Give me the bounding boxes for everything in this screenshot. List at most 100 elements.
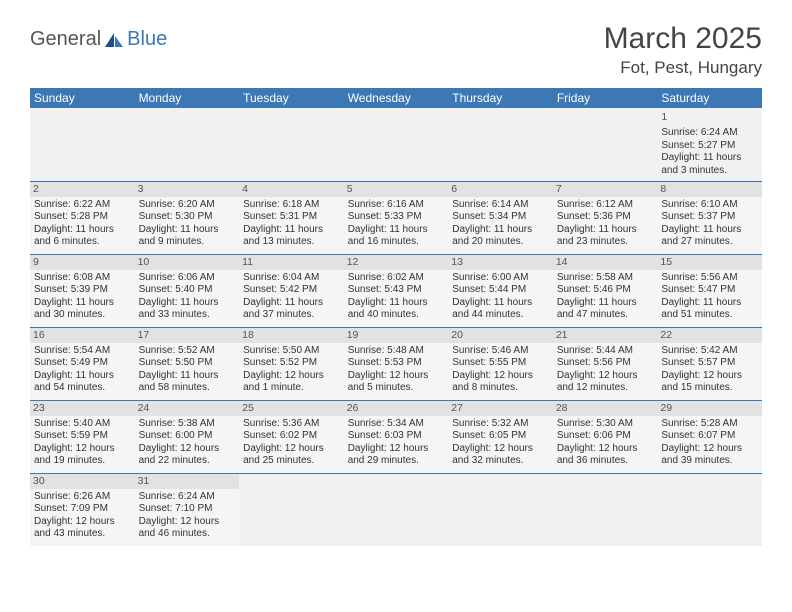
day-number: 28 xyxy=(553,401,658,416)
daylight-text: Daylight: 11 hours and 23 minutes. xyxy=(557,224,654,249)
daylight-text: Daylight: 11 hours and 20 minutes. xyxy=(452,224,549,249)
sunrise-text: Sunrise: 6:16 AM xyxy=(348,199,445,212)
day-number: 13 xyxy=(448,255,553,270)
sunrise-text: Sunrise: 6:12 AM xyxy=(557,199,654,212)
day-number: 7 xyxy=(553,182,658,197)
calendar-week-row: 1Sunrise: 6:24 AMSunset: 5:27 PMDaylight… xyxy=(30,108,762,181)
daylight-text: Daylight: 11 hours and 9 minutes. xyxy=(139,224,236,249)
calendar-day-cell: 17Sunrise: 5:52 AMSunset: 5:50 PMDayligh… xyxy=(135,327,240,400)
sunrise-text: Sunrise: 5:58 AM xyxy=(557,272,654,285)
day-number: 11 xyxy=(239,255,344,270)
sunrise-text: Sunrise: 5:48 AM xyxy=(348,345,445,358)
calendar-day-cell: 13Sunrise: 6:00 AMSunset: 5:44 PMDayligh… xyxy=(448,254,553,327)
daylight-text: Daylight: 12 hours and 8 minutes. xyxy=(452,370,549,395)
calendar-day-cell: 12Sunrise: 6:02 AMSunset: 5:43 PMDayligh… xyxy=(344,254,449,327)
sunset-text: Sunset: 5:47 PM xyxy=(661,284,758,297)
sunset-text: Sunset: 5:49 PM xyxy=(34,357,131,370)
daylight-text: Daylight: 12 hours and 46 minutes. xyxy=(139,516,236,541)
calendar-day-cell: 4Sunrise: 6:18 AMSunset: 5:31 PMDaylight… xyxy=(239,181,344,254)
calendar-empty-cell xyxy=(135,108,240,181)
calendar-day-cell: 19Sunrise: 5:48 AMSunset: 5:53 PMDayligh… xyxy=(344,327,449,400)
calendar-day-cell: 15Sunrise: 5:56 AMSunset: 5:47 PMDayligh… xyxy=(657,254,762,327)
sunset-text: Sunset: 5:56 PM xyxy=(557,357,654,370)
calendar-empty-cell xyxy=(448,473,553,546)
sunrise-text: Sunrise: 6:00 AM xyxy=(452,272,549,285)
calendar-day-cell: 8Sunrise: 6:10 AMSunset: 5:37 PMDaylight… xyxy=(657,181,762,254)
calendar-day-cell: 6Sunrise: 6:14 AMSunset: 5:34 PMDaylight… xyxy=(448,181,553,254)
sunrise-text: Sunrise: 6:18 AM xyxy=(243,199,340,212)
calendar-empty-cell xyxy=(30,108,135,181)
weekday-header: Wednesday xyxy=(344,88,449,108)
daylight-text: Daylight: 11 hours and 13 minutes. xyxy=(243,224,340,249)
daylight-text: Daylight: 12 hours and 5 minutes. xyxy=(348,370,445,395)
calendar-week-row: 23Sunrise: 5:40 AMSunset: 5:59 PMDayligh… xyxy=(30,400,762,473)
day-number: 14 xyxy=(553,255,658,270)
daylight-text: Daylight: 11 hours and 27 minutes. xyxy=(661,224,758,249)
sunrise-text: Sunrise: 5:28 AM xyxy=(661,418,758,431)
daylight-text: Daylight: 11 hours and 16 minutes. xyxy=(348,224,445,249)
day-number: 5 xyxy=(344,182,449,197)
daylight-text: Daylight: 12 hours and 25 minutes. xyxy=(243,443,340,468)
calendar-empty-cell xyxy=(657,473,762,546)
calendar-empty-cell xyxy=(553,473,658,546)
sunset-text: Sunset: 5:46 PM xyxy=(557,284,654,297)
sunrise-text: Sunrise: 6:02 AM xyxy=(348,272,445,285)
daylight-text: Daylight: 12 hours and 12 minutes. xyxy=(557,370,654,395)
sunrise-text: Sunrise: 6:08 AM xyxy=(34,272,131,285)
sunset-text: Sunset: 5:30 PM xyxy=(139,211,236,224)
day-number: 1 xyxy=(661,110,758,125)
calendar-day-cell: 18Sunrise: 5:50 AMSunset: 5:52 PMDayligh… xyxy=(239,327,344,400)
sunrise-text: Sunrise: 5:44 AM xyxy=(557,345,654,358)
daylight-text: Daylight: 11 hours and 37 minutes. xyxy=(243,297,340,322)
day-number: 29 xyxy=(657,401,762,416)
sunset-text: Sunset: 6:00 PM xyxy=(139,430,236,443)
sunset-text: Sunset: 5:53 PM xyxy=(348,357,445,370)
sunrise-text: Sunrise: 6:04 AM xyxy=(243,272,340,285)
calendar-day-cell: 21Sunrise: 5:44 AMSunset: 5:56 PMDayligh… xyxy=(553,327,658,400)
month-title: March 2025 xyxy=(604,22,762,56)
sunset-text: Sunset: 5:28 PM xyxy=(34,211,131,224)
sunset-text: Sunset: 5:31 PM xyxy=(243,211,340,224)
daylight-text: Daylight: 12 hours and 32 minutes. xyxy=(452,443,549,468)
daylight-text: Daylight: 12 hours and 22 minutes. xyxy=(139,443,236,468)
sunset-text: Sunset: 5:27 PM xyxy=(661,140,758,153)
daylight-text: Daylight: 11 hours and 54 minutes. xyxy=(34,370,131,395)
sunrise-text: Sunrise: 5:32 AM xyxy=(452,418,549,431)
calendar-day-cell: 3Sunrise: 6:20 AMSunset: 5:30 PMDaylight… xyxy=(135,181,240,254)
calendar-body: 1Sunrise: 6:24 AMSunset: 5:27 PMDaylight… xyxy=(30,108,762,546)
day-number: 31 xyxy=(135,474,240,489)
sunset-text: Sunset: 5:36 PM xyxy=(557,211,654,224)
sail-icon xyxy=(103,31,125,49)
day-number: 27 xyxy=(448,401,553,416)
daylight-text: Daylight: 12 hours and 19 minutes. xyxy=(34,443,131,468)
sunset-text: Sunset: 5:55 PM xyxy=(452,357,549,370)
day-number: 26 xyxy=(344,401,449,416)
calendar-day-cell: 20 Sunrise: 5:46 AMSunset: 5:55 PMDayligh… xyxy=(448,327,553,400)
calendar-day-cell: 28Sunrise: 5:30 AMSunset: 6:06 PMDayligh… xyxy=(553,400,658,473)
sunset-text: Sunset: 6:05 PM xyxy=(452,430,549,443)
sunrise-text: Sunrise: 5:46 AM xyxy=(452,345,549,358)
daylight-text: Daylight: 12 hours and 1 minute. xyxy=(243,370,340,395)
calendar-empty-cell xyxy=(239,108,344,181)
daylight-text: Daylight: 12 hours and 29 minutes. xyxy=(348,443,445,468)
day-number: 2 xyxy=(30,182,135,197)
sunrise-text: Sunrise: 6:10 AM xyxy=(661,199,758,212)
calendar-day-cell: 22Sunrise: 5:42 AMSunset: 5:57 PMDayligh… xyxy=(657,327,762,400)
location: Fot, Pest, Hungary xyxy=(604,58,762,78)
weekday-header: Friday xyxy=(553,88,658,108)
sunrise-text: Sunrise: 5:50 AM xyxy=(243,345,340,358)
calendar-day-cell: 5Sunrise: 6:16 AMSunset: 5:33 PMDaylight… xyxy=(344,181,449,254)
calendar-day-cell: 24Sunrise: 5:38 AMSunset: 6:00 PMDayligh… xyxy=(135,400,240,473)
calendar-day-cell: 9Sunrise: 6:08 AMSunset: 5:39 PMDaylight… xyxy=(30,254,135,327)
sunset-text: Sunset: 7:10 PM xyxy=(139,503,236,516)
calendar-day-cell: 16Sunrise: 5:54 AMSunset: 5:49 PMDayligh… xyxy=(30,327,135,400)
sunrise-text: Sunrise: 5:52 AM xyxy=(139,345,236,358)
sunrise-text: Sunrise: 6:14 AM xyxy=(452,199,549,212)
day-number: 20 xyxy=(448,328,553,343)
day-number: 6 xyxy=(448,182,553,197)
day-number: 25 xyxy=(239,401,344,416)
header: General Blue March 2025 Fot, Pest, Hunga… xyxy=(30,22,762,78)
weekday-header: Sunday xyxy=(30,88,135,108)
calendar-day-cell: 23Sunrise: 5:40 AMSunset: 5:59 PMDayligh… xyxy=(30,400,135,473)
weekday-header: Thursday xyxy=(448,88,553,108)
